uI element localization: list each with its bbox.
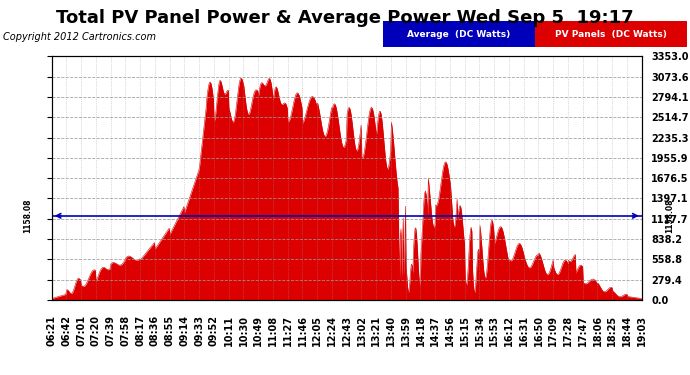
Text: 11:46: 11:46 xyxy=(297,315,308,345)
Text: 13:59: 13:59 xyxy=(401,315,411,345)
Text: 10:49: 10:49 xyxy=(253,315,263,345)
Text: 09:52: 09:52 xyxy=(209,315,219,345)
Text: 08:55: 08:55 xyxy=(165,315,175,346)
Text: 19:03: 19:03 xyxy=(637,315,647,345)
Text: Average  (DC Watts): Average (DC Watts) xyxy=(407,30,511,39)
Text: 18:25: 18:25 xyxy=(607,315,617,346)
Text: 07:01: 07:01 xyxy=(77,315,86,345)
Text: 18:06: 18:06 xyxy=(593,315,602,346)
Text: 15:15: 15:15 xyxy=(460,315,470,345)
Text: 06:21: 06:21 xyxy=(47,315,57,345)
Text: 13:21: 13:21 xyxy=(371,315,381,345)
Text: 16:31: 16:31 xyxy=(519,315,529,345)
Text: 06:42: 06:42 xyxy=(61,315,72,345)
Text: 12:05: 12:05 xyxy=(313,315,322,345)
Text: 07:39: 07:39 xyxy=(106,315,116,345)
Text: 11:08: 11:08 xyxy=(268,315,278,346)
Text: 12:43: 12:43 xyxy=(342,315,352,345)
Text: 09:33: 09:33 xyxy=(195,315,204,345)
Text: 07:58: 07:58 xyxy=(121,315,130,346)
Text: 17:28: 17:28 xyxy=(563,315,573,346)
Text: 15:34: 15:34 xyxy=(475,315,484,345)
Text: 11:27: 11:27 xyxy=(283,315,293,345)
Text: 18:44: 18:44 xyxy=(622,315,632,346)
Bar xyxy=(535,21,687,47)
Text: 14:37: 14:37 xyxy=(431,315,440,345)
Text: 07:20: 07:20 xyxy=(91,315,101,345)
Text: 13:02: 13:02 xyxy=(357,315,366,345)
Text: 08:17: 08:17 xyxy=(135,315,145,346)
Text: 14:18: 14:18 xyxy=(415,315,426,346)
Text: 1158.08: 1158.08 xyxy=(666,198,675,233)
Text: Copyright 2012 Cartronics.com: Copyright 2012 Cartronics.com xyxy=(3,32,157,42)
Text: 17:09: 17:09 xyxy=(549,315,558,345)
Text: 12:24: 12:24 xyxy=(327,315,337,345)
Text: PV Panels  (DC Watts): PV Panels (DC Watts) xyxy=(555,30,667,39)
Text: 16:50: 16:50 xyxy=(533,315,544,345)
Text: 09:14: 09:14 xyxy=(179,315,190,345)
Bar xyxy=(383,21,535,47)
Text: 10:11: 10:11 xyxy=(224,315,234,345)
Text: 1158.08: 1158.08 xyxy=(23,198,32,233)
Text: 17:47: 17:47 xyxy=(578,315,588,345)
Text: 13:40: 13:40 xyxy=(386,315,396,345)
Text: 15:53: 15:53 xyxy=(489,315,499,345)
Text: 16:12: 16:12 xyxy=(504,315,514,345)
Text: 10:30: 10:30 xyxy=(239,315,248,345)
Text: Total PV Panel Power & Average Power Wed Sep 5  19:17: Total PV Panel Power & Average Power Wed… xyxy=(56,9,634,27)
Text: 08:36: 08:36 xyxy=(150,315,160,346)
Text: 14:56: 14:56 xyxy=(445,315,455,345)
